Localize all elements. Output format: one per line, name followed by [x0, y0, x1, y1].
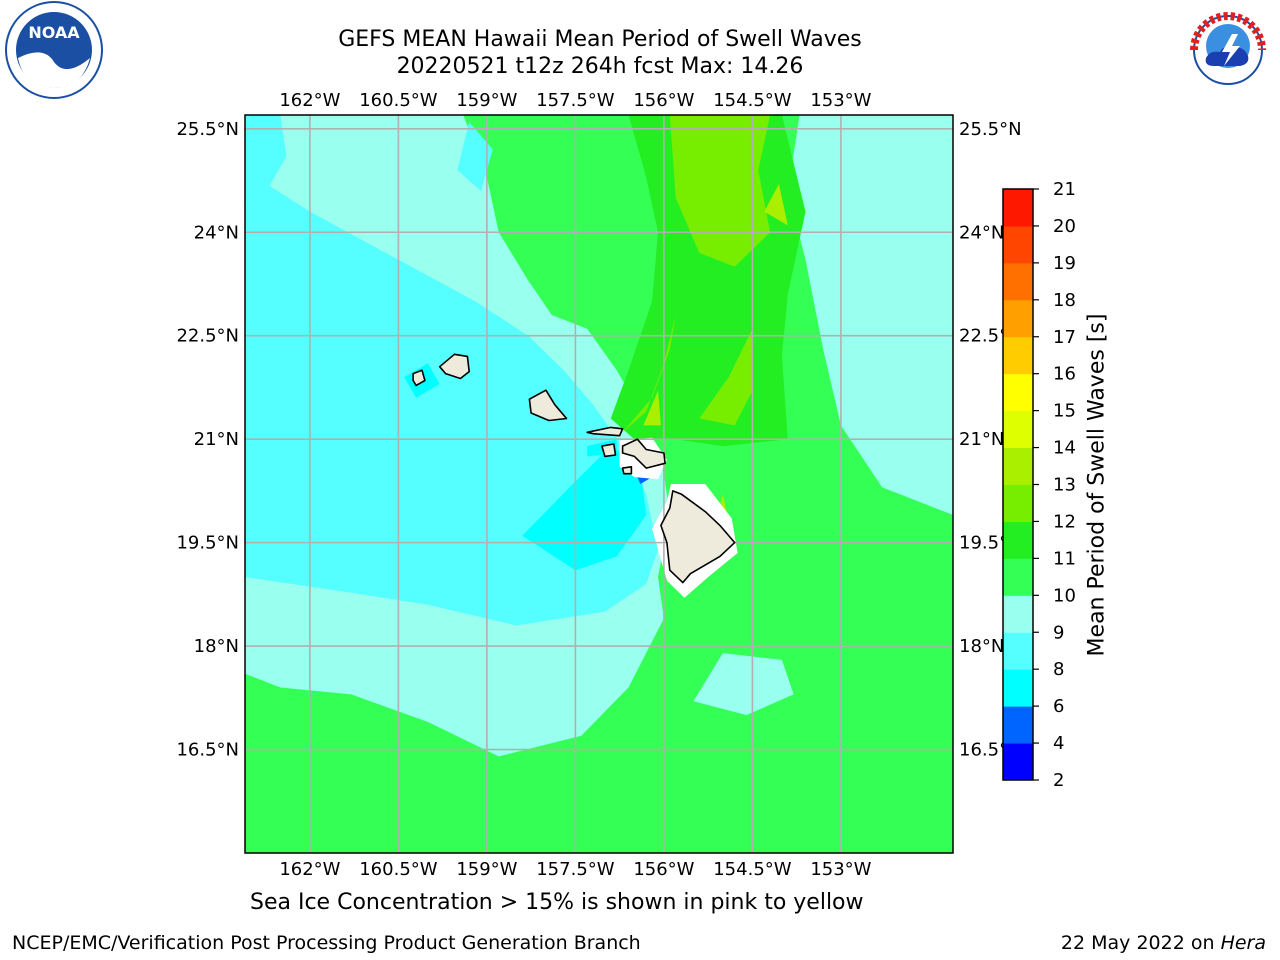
colorbar-segment — [1003, 336, 1033, 375]
field-region-northwest-cyan — [245, 115, 287, 205]
field-region-yellow-spot — [764, 184, 788, 226]
lat-tick-label-left: 18°N — [194, 636, 239, 657]
colorbar-tick-label: 17 — [1053, 327, 1076, 348]
island-niihau — [412, 369, 426, 387]
colorbar-tick-label: 18 — [1053, 290, 1076, 311]
colorbar-segment — [1003, 595, 1033, 633]
lon-tick-label-bottom: 153°W — [810, 859, 871, 880]
map-gridlines — [245, 115, 953, 853]
island-lanai — [601, 443, 617, 458]
colorbar-segment — [1003, 521, 1033, 559]
colorbar-segment — [1003, 225, 1033, 264]
lon-tick-label-bottom: 156°W — [633, 859, 694, 880]
lat-tick-label-left: 25.5°N — [176, 119, 239, 140]
lat-tick-label-left: 16.5°N — [176, 740, 239, 761]
noaa-logo: NOAA — [5, 1, 103, 99]
host-name: Hera — [1220, 932, 1266, 954]
svg-text:NOAA: NOAA — [28, 23, 80, 42]
colorbar-segment — [1003, 447, 1033, 485]
colorbar-tick-label: 13 — [1053, 475, 1076, 496]
island-maui — [621, 438, 666, 469]
lat-tick-label-right: 25.5°N — [959, 119, 1022, 140]
colorbar-tick-label: 12 — [1053, 511, 1076, 532]
lon-tick-label-top: 153°W — [810, 90, 871, 111]
colorbar-segment — [1003, 669, 1033, 707]
lon-tick-label-top: 154.5°W — [713, 90, 792, 111]
field-region-channel-cyan — [522, 446, 647, 571]
lon-tick-label-bottom: 157.5°W — [536, 859, 615, 880]
island-molokai — [586, 426, 624, 437]
colorbar-segment — [1003, 373, 1033, 412]
lat-tick-label-left: 22.5°N — [176, 326, 239, 347]
date-text: 22 May 2022 on — [1060, 932, 1221, 954]
chart-subtitle: 20220521 t12z 264h fcst Max: 14.26 — [396, 54, 804, 79]
colorbar-segment — [1003, 410, 1033, 449]
colorbar-segment — [1003, 299, 1033, 338]
colorbar-tick-label: 16 — [1053, 364, 1076, 385]
colorbar-tick-label: 15 — [1053, 401, 1076, 422]
lat-tick-label-left: 19.5°N — [176, 533, 239, 554]
field-region-yellow-spot2 — [643, 390, 661, 426]
lon-tick-label-top: 156°W — [633, 90, 694, 111]
map-frame — [244, 114, 954, 854]
colorbar-tick-label: 19 — [1053, 253, 1076, 274]
lon-tick-label-top: 157.5°W — [536, 90, 615, 111]
colorbar-tick-label: 14 — [1053, 438, 1076, 459]
colorbar-tick-label: 6 — [1053, 696, 1064, 717]
colorbar-segment — [1003, 484, 1033, 522]
colorbar-tick-label: 20 — [1053, 216, 1076, 237]
lat-tick-label-right: 21°N — [959, 429, 1004, 450]
lat-tick-label-right: 18°N — [959, 636, 1004, 657]
colorbar-tick-label: 10 — [1053, 585, 1076, 606]
island-kahoolawe — [621, 465, 633, 475]
island-oahu — [528, 389, 568, 422]
colorbar-segment — [1003, 632, 1033, 670]
swell-period-field — [245, 115, 953, 853]
lon-tick-label-top: 162°W — [279, 90, 340, 111]
island-kauai — [438, 353, 471, 380]
colorbar-tick-label: 11 — [1053, 548, 1076, 569]
lat-tick-label-left: 21°N — [194, 429, 239, 450]
colorbar-segment — [1003, 558, 1033, 596]
colorbar-segment — [1003, 743, 1033, 781]
date-line: 22 May 2022 on Hera — [1061, 932, 1266, 954]
colorbar-segment — [1003, 189, 1033, 227]
hawaiian-islands — [412, 353, 736, 584]
colorbar-tick-label: 4 — [1053, 733, 1064, 754]
colorbar: 2 4 6 8 9 10 11 12 13 14 15 16 17 18 19 20 21 — [1002, 179, 1076, 791]
colorbar-tick-label: 21 — [1053, 179, 1076, 200]
credit-line: NCEP/EMC/Verification Post Processing Pr… — [12, 932, 641, 954]
nws-logo — [1179, 1, 1277, 99]
lat-tick-label-left: 24°N — [194, 222, 239, 243]
lon-tick-label-top: 160.5°W — [359, 90, 438, 111]
chart-title: GEFS MEAN Hawaii Mean Period of Swell Wa… — [338, 27, 862, 52]
lon-tick-label-bottom: 162°W — [279, 859, 340, 880]
field-region-south-patch — [693, 653, 794, 716]
lat-tick-label-right: 24°N — [959, 222, 1004, 243]
field-region-north-cyan — [457, 121, 493, 191]
island-hawaii — [660, 490, 736, 584]
lon-tick-label-top: 159°W — [456, 90, 517, 111]
colorbar-tick-label: 9 — [1053, 622, 1064, 643]
colorbar-segment — [1003, 706, 1033, 744]
colorbar-tick-label: 2 — [1053, 770, 1064, 791]
field-region-yellow-green-mid2 — [699, 328, 753, 426]
field-region-east-band — [787, 115, 953, 515]
lon-tick-label-bottom: 154.5°W — [713, 859, 792, 880]
colorbar-segment — [1003, 262, 1033, 301]
colorbar-title: Mean Period of Swell Waves [s] — [1084, 313, 1110, 657]
lon-tick-label-bottom: 160.5°W — [359, 859, 438, 880]
colorbar-tick-label: 8 — [1053, 659, 1064, 680]
field-region-yellow-green-north — [669, 115, 771, 267]
lon-tick-label-bottom: 159°W — [456, 859, 517, 880]
footer-note: Sea Ice Concentration > 15% is shown in … — [250, 890, 864, 915]
